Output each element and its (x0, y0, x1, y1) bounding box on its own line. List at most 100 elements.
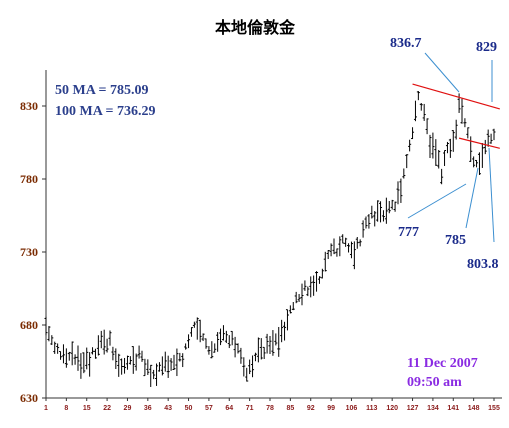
ohlc-bar (443, 149, 447, 166)
ohlc-bar (399, 178, 403, 203)
ohlc-bar (227, 335, 231, 349)
ohlc-bar (88, 352, 92, 377)
ohlc-bar (332, 238, 336, 255)
ohlc-bar (172, 354, 176, 371)
ohlc-bar (457, 93, 461, 113)
ohlc-bar (448, 138, 452, 158)
ohlc-bar (347, 243, 351, 253)
ohlc-bar (53, 341, 57, 354)
x-tick-label: 29 (124, 405, 132, 412)
x-tick-label: 148 (468, 405, 480, 412)
ohlc-bar (352, 241, 356, 270)
ohlc-bar (239, 347, 243, 364)
ohlc-bar (61, 344, 65, 364)
ohlc-bar (233, 336, 237, 358)
ohlc-bar (79, 353, 83, 379)
ohlc-bar (323, 251, 327, 272)
ohlc-bar (253, 352, 257, 362)
ohlc-bar (451, 130, 455, 152)
annotation-777: 777 (398, 225, 419, 240)
ohlc-bar (349, 241, 353, 259)
time-stamp: 09:50 am (407, 375, 462, 390)
ohlc-bar (361, 220, 365, 238)
x-tick-label: 22 (103, 405, 111, 412)
ohlc-bar (268, 335, 272, 355)
ohlc-bar (140, 350, 144, 362)
ohlc-bar (201, 333, 205, 341)
x-tick-label: 120 (386, 405, 398, 412)
ohlc-bar (73, 354, 77, 365)
ohlc-bar (137, 345, 141, 359)
ohlc-bar (192, 321, 196, 328)
ohlc-bar (367, 214, 371, 229)
annotation-785: 785 (445, 233, 466, 248)
y-tick-label: 730 (20, 245, 38, 259)
ohlc-bar (120, 358, 124, 375)
trendline (412, 83, 500, 110)
ohlc-bar (204, 338, 208, 349)
ohlc-bar (291, 302, 295, 311)
x-tick-label: 155 (488, 405, 500, 412)
ohlc-bar (67, 351, 71, 361)
ohlc-bar (364, 216, 368, 229)
ohlc-bar (216, 332, 220, 352)
annotation-803-8: 803.8 (467, 257, 499, 272)
ohlc-bar (317, 276, 321, 284)
ohlc-bar (288, 305, 292, 314)
ohlc-bar (413, 100, 417, 122)
ohlc-bar (242, 357, 246, 377)
ohlc-bar (370, 205, 374, 219)
ohlc-bar (259, 338, 263, 360)
ohlc-bar (445, 141, 449, 154)
ohlc-bar (105, 338, 109, 353)
ohlc-bar (463, 118, 467, 128)
ohlc-bar (219, 328, 223, 346)
ohlc-bar (489, 133, 493, 144)
annotation-836-7: 836.7 (390, 36, 422, 51)
ohlc-bar (152, 369, 156, 380)
ohlc-bar (108, 330, 112, 346)
annotation-829: 829 (476, 40, 497, 55)
ohlc-bar (210, 341, 214, 359)
ohlc-bar (280, 319, 284, 343)
ohlc-bar (274, 333, 278, 346)
ohlc-bar (230, 330, 234, 346)
ohlc-bar (187, 334, 191, 349)
ohlc-bar (379, 201, 383, 223)
ohlc-bar (326, 250, 330, 260)
ohlc-bar (155, 363, 159, 386)
ohlc-bar (294, 291, 298, 304)
ohlc-bar (181, 353, 185, 368)
ma-50-label: 50 MA = 785.09 (55, 83, 149, 98)
ohlc-bar (131, 346, 135, 374)
ohlc-bar (396, 181, 400, 205)
ohlc-bar (387, 201, 391, 214)
ohlc-bar (265, 333, 269, 354)
ohlc-bar (221, 325, 225, 341)
ohlc-bar (402, 168, 406, 179)
ohlc-bar (160, 356, 164, 376)
x-tick-label: 106 (346, 405, 358, 412)
ohlc-bar (440, 168, 444, 185)
ohlc-bar (195, 317, 199, 340)
x-tick-label: 43 (164, 405, 172, 412)
x-axis-ticks: 1 8 15 22 29 36 43 50 57 64 71 78 85 92 99 106 113 120 127… (44, 398, 500, 412)
x-tick-label: 71 (246, 405, 254, 412)
ohlc-bar (198, 319, 202, 343)
y-tick-label: 680 (20, 318, 38, 332)
ohlc-bar (59, 351, 63, 360)
ohlc-bar (111, 346, 115, 361)
ohlc-bar (70, 341, 74, 366)
ohlc-bar (178, 352, 182, 362)
ohlc-bar (117, 353, 121, 377)
x-tick-label: 8 (64, 405, 68, 412)
ohlc-bar (405, 154, 409, 169)
ohlc-bar (358, 239, 362, 247)
y-tick-label: 630 (20, 391, 38, 405)
annotation-pointer-777 (407, 183, 467, 219)
ohlc-bar (344, 237, 348, 247)
ohlc-bar (373, 211, 377, 227)
ohlc-bar (355, 237, 359, 249)
ohlc-bar (56, 343, 60, 354)
